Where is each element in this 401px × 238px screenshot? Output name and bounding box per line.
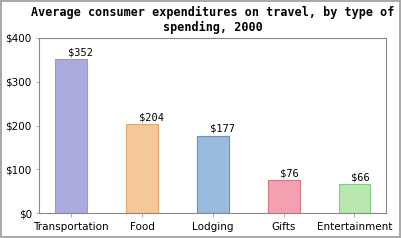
Bar bbox=[126, 124, 158, 213]
Bar bbox=[55, 59, 87, 213]
Text: $66: $66 bbox=[351, 173, 370, 183]
Bar bbox=[197, 136, 229, 213]
Text: $177: $177 bbox=[210, 124, 235, 134]
Text: $352: $352 bbox=[68, 47, 93, 57]
Bar bbox=[268, 180, 300, 213]
Text: $76: $76 bbox=[280, 168, 299, 178]
Title: Average consumer expenditures on travel, by type of
spending, 2000: Average consumer expenditures on travel,… bbox=[31, 5, 395, 34]
Text: $204: $204 bbox=[139, 112, 164, 122]
Bar bbox=[338, 184, 371, 213]
